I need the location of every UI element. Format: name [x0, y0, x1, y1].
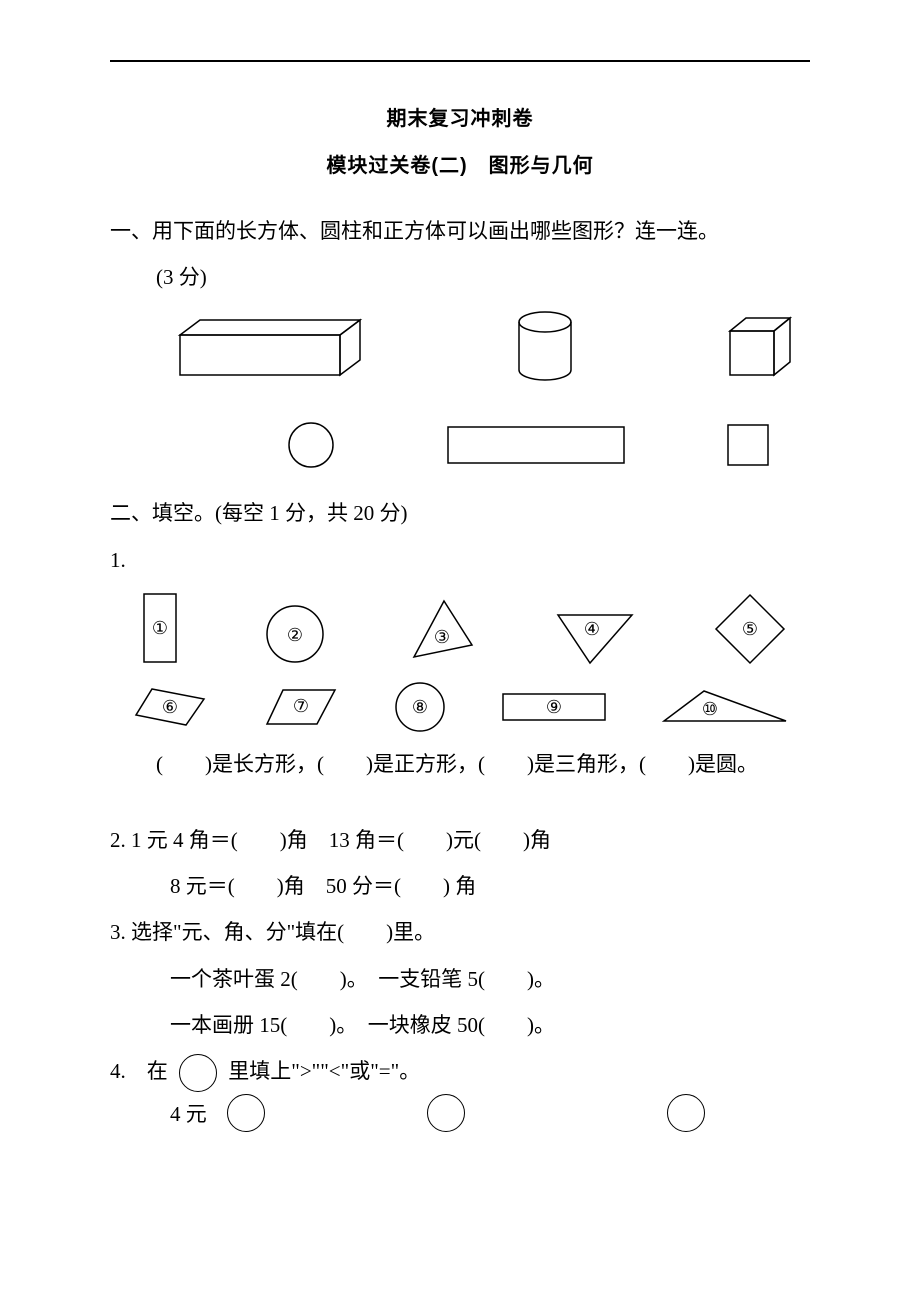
label-3: ③: [434, 627, 450, 647]
shape-4: ④: [550, 607, 640, 669]
shape-9: ⑨: [499, 688, 609, 726]
label-5: ⑤: [742, 619, 758, 639]
top-rule: [110, 60, 810, 62]
q1-solids-row: [110, 310, 810, 390]
shape-8: ⑧: [392, 679, 448, 735]
label-9: ⑨: [546, 697, 562, 717]
label-8: ⑧: [412, 697, 428, 717]
square-icon: [726, 423, 770, 467]
title: 期末复习冲刺卷: [110, 102, 810, 131]
shape-10: ⑩: [660, 687, 790, 727]
blank-circle-icon: [179, 1054, 217, 1092]
blank-circle-icon: [227, 1094, 265, 1132]
q2-2b: 8 元＝( )角 50 分＝( ) 角: [110, 863, 810, 909]
q2-1-row2: ⑥ ⑦ ⑧ ⑨ ⑩: [110, 679, 810, 735]
label-1: ①: [152, 618, 168, 638]
cube-icon: [720, 313, 800, 388]
shape-3: ③: [400, 597, 480, 669]
page: 期末复习冲刺卷 模块过关卷(二) 图形与几何 一、用下面的长方体、圆柱和正方体可…: [0, 0, 920, 1302]
subtitle: 模块过关卷(二) 图形与几何: [110, 149, 810, 178]
label-4: ④: [584, 619, 600, 639]
shape-2: ②: [260, 599, 330, 669]
blank-circle-icon: [427, 1094, 465, 1132]
q1-points: (3 分): [110, 254, 810, 300]
label-10: ⑩: [702, 699, 718, 719]
shape-1: ①: [130, 589, 190, 669]
q2-4: 4. 在 里填上">""<"或"="。: [110, 1048, 810, 1094]
q2-3: 3. 选择"元、角、分"填在( )里。: [110, 909, 810, 955]
label-2: ②: [287, 625, 303, 645]
label-7: ⑦: [293, 696, 309, 716]
shape-6: ⑥: [130, 683, 210, 731]
q2-1-row1: ① ② ③ ④ ⑤: [110, 589, 810, 669]
q2-3b: 一本画册 15( )。 一块橡皮 50( )。: [110, 1002, 810, 1048]
q2-4-row: 4 元: [110, 1094, 810, 1132]
blank-circle-icon: [667, 1094, 705, 1132]
q1-prompt: 一、用下面的长方体、圆柱和正方体可以画出哪些图形？连一连。: [110, 208, 810, 254]
q2-3a: 一个茶叶蛋 2( )。 一支铅笔 5( )。: [110, 956, 810, 1002]
q2-4-prefix: 4. 在: [110, 1059, 168, 1083]
q2-heading: 二、填空。(每空 1 分，共 20 分): [110, 490, 810, 536]
q2-1-num: 1.: [110, 537, 810, 583]
circle-icon: [286, 420, 336, 470]
q2-4c: 4 元: [170, 1098, 207, 1128]
q2-4-suffix: 里填上">""<"或"="。: [228, 1059, 420, 1083]
q1-flat-row: [110, 420, 810, 470]
shape-5: ⑤: [710, 589, 790, 669]
rectangle-icon: [446, 425, 626, 465]
cylinder-icon: [505, 310, 585, 390]
shape-7: ⑦: [261, 684, 341, 730]
label-6: ⑥: [162, 697, 178, 717]
q2-2: 2. 1 元 4 角＝( )角 13 角＝( )元( )角: [110, 817, 810, 863]
cuboid-icon: [170, 315, 370, 385]
q2-1-line: ( )是长方形，( )是正方形，( )是三角形，( )是圆。: [110, 741, 810, 787]
